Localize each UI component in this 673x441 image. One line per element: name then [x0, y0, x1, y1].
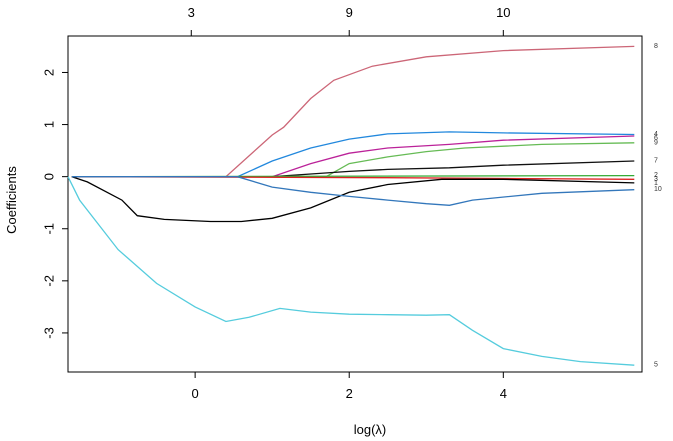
series-line-6 — [71, 135, 635, 178]
series-line-9 — [71, 142, 635, 178]
top-tick-label: 10 — [496, 5, 510, 20]
y-tick-label: 1 — [42, 121, 57, 128]
y-tick-label: -3 — [42, 327, 57, 339]
series-end-label: 3 — [654, 176, 658, 183]
series-end-label: 2 — [654, 172, 658, 179]
series-line-5 — [67, 176, 635, 366]
top-tick-label: 9 — [346, 5, 353, 20]
series-end-label: 4 — [654, 131, 658, 138]
series-end-label: 7 — [654, 158, 658, 165]
x-tick-label: 0 — [192, 386, 199, 401]
series-line-4 — [71, 131, 635, 178]
series-end-label: 10 — [654, 186, 662, 193]
series-end-label: 5 — [654, 362, 658, 369]
series-line-8 — [71, 45, 635, 178]
series-end-label: 8 — [654, 43, 658, 50]
y-tick-label: 0 — [42, 173, 57, 180]
x-axis-label: log(λ) — [354, 422, 387, 437]
y-tick-label: -2 — [42, 275, 57, 287]
y-axis-label: Coefficients — [4, 166, 19, 234]
series-end-label: 9 — [654, 139, 658, 146]
series-line-10 — [71, 176, 635, 206]
top-tick-label: 3 — [188, 5, 195, 20]
y-tick-label: 2 — [42, 69, 57, 76]
x-tick-label: 4 — [500, 386, 507, 401]
series-end-label: 6 — [654, 135, 658, 142]
y-tick-label: -1 — [42, 223, 57, 235]
x-tick-label: 2 — [346, 386, 353, 401]
series-lines — [67, 45, 635, 366]
series-end-label: 1 — [654, 180, 658, 187]
plot-frame — [67, 35, 643, 373]
series-line-1 — [71, 176, 635, 223]
